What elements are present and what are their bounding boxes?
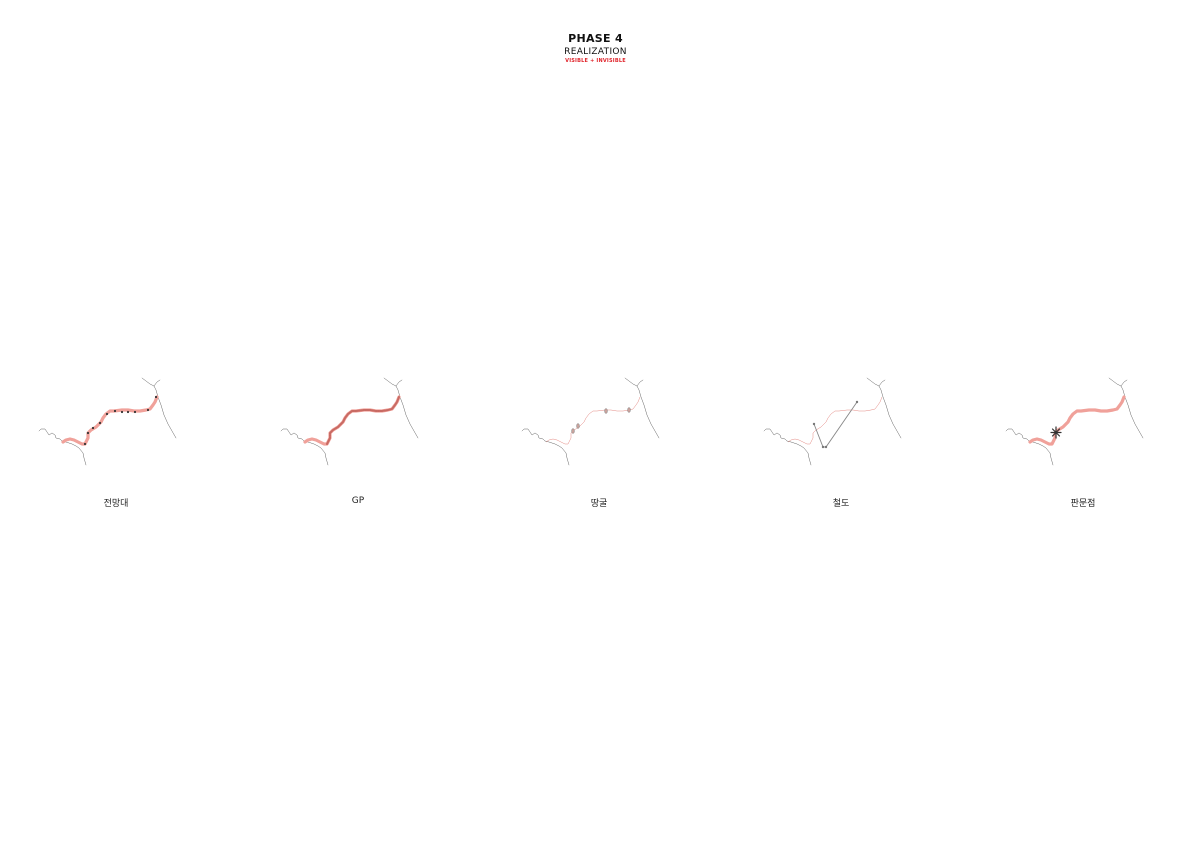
- observatory-marker: [120, 410, 124, 414]
- han-river: [544, 440, 570, 466]
- north-branch: [153, 379, 161, 387]
- observatory-marker: [146, 408, 150, 412]
- observatory-marker: [91, 426, 95, 430]
- panel-label: 전망대: [103, 499, 129, 509]
- railway-station: [824, 445, 828, 449]
- panel-label: 땅굴: [590, 499, 608, 509]
- panel-label: GP: [351, 496, 365, 506]
- dmz-line: [1028, 395, 1126, 446]
- west-coastline: [763, 428, 788, 442]
- gp-post-chain: [326, 396, 400, 445]
- railway-station: [821, 445, 825, 449]
- observatory-marker: [98, 421, 102, 425]
- observatory-map: [38, 377, 177, 466]
- north-branch: [1120, 379, 1128, 387]
- gp-map: [280, 377, 419, 466]
- dmz-line: [787, 396, 883, 445]
- observatory-marker: [83, 442, 87, 446]
- observatory-marker: [133, 410, 137, 414]
- railway-map: [763, 377, 902, 466]
- dmz-line: [61, 395, 159, 446]
- panel-gp: GP: [278, 372, 438, 512]
- panel-panmunjom: 판문점: [1003, 372, 1163, 512]
- west-coastline: [1005, 428, 1030, 442]
- west-coastline: [280, 428, 305, 442]
- observatory-marker: [86, 431, 90, 435]
- west-coastline: [38, 428, 63, 442]
- tunnel-map: [521, 377, 660, 466]
- east-coastline: [1108, 377, 1144, 439]
- han-river: [786, 440, 812, 466]
- phase-tagline: VISIBLE + INVISIBLE: [565, 58, 626, 64]
- observatory-marker: [126, 410, 130, 414]
- han-river: [1028, 440, 1054, 466]
- north-branch: [395, 379, 403, 387]
- panmunjom-map: [1005, 377, 1144, 466]
- phase-subtitle: REALIZATION: [564, 47, 627, 57]
- railway-line: [813, 401, 858, 448]
- north-branch: [878, 379, 886, 387]
- panel-label: 철도: [832, 499, 850, 509]
- observatory-marker: [105, 412, 109, 416]
- phase-header: PHASE 4 REALIZATION VISIBLE + INVISIBLE: [0, 32, 1191, 65]
- railway-station: [855, 400, 859, 404]
- dmz-line: [545, 396, 641, 445]
- panel-observatory: 전망대: [36, 372, 196, 512]
- observatory-marker: [154, 395, 158, 399]
- east-coastline: [383, 377, 419, 439]
- observatory-marker: [113, 409, 117, 413]
- phase-title: PHASE 4: [568, 32, 623, 45]
- han-river: [303, 440, 329, 466]
- east-coastline: [141, 377, 177, 439]
- panel-label: 판문점: [1070, 499, 1096, 509]
- north-branch: [636, 379, 644, 387]
- han-river: [61, 440, 87, 466]
- railway-station: [812, 422, 816, 426]
- east-coastline: [624, 377, 660, 439]
- east-coastline: [866, 377, 902, 439]
- tunnel-marker: [571, 407, 631, 434]
- panel-railway: 철도: [761, 372, 921, 512]
- panmunjom-marker: [1050, 426, 1062, 439]
- panel-tunnel: 땅굴: [519, 372, 679, 512]
- west-coastline: [521, 428, 546, 442]
- dmz-line: [303, 395, 401, 446]
